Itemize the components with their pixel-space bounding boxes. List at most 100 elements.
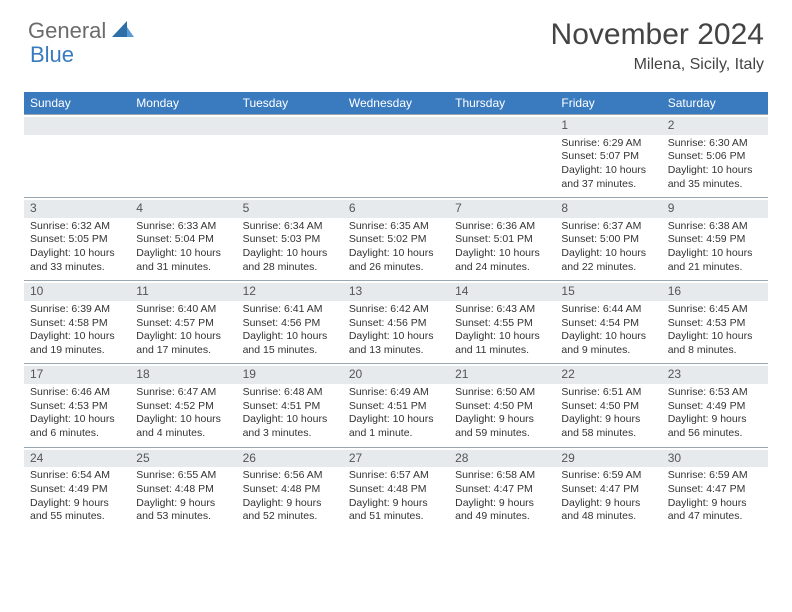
- sunrise-text: Sunrise: 6:58 AM: [455, 469, 549, 483]
- daylight-text: and 21 minutes.: [668, 261, 762, 275]
- day-cell: 1Sunrise: 6:29 AMSunset: 5:07 PMDaylight…: [555, 115, 661, 198]
- daylight-text: Daylight: 10 hours: [668, 247, 762, 261]
- day-cell: 29Sunrise: 6:59 AMSunset: 4:47 PMDayligh…: [555, 447, 661, 530]
- sunrise-text: Sunrise: 6:55 AM: [136, 469, 230, 483]
- sunrise-text: Sunrise: 6:56 AM: [243, 469, 337, 483]
- daylight-text: Daylight: 9 hours: [455, 413, 549, 427]
- sunset-text: Sunset: 4:52 PM: [136, 400, 230, 414]
- calendar-table: SundayMondayTuesdayWednesdayThursdayFrid…: [24, 92, 768, 530]
- day-cell: 27Sunrise: 6:57 AMSunset: 4:48 PMDayligh…: [343, 447, 449, 530]
- daylight-text: Daylight: 9 hours: [668, 413, 762, 427]
- sunset-text: Sunset: 4:48 PM: [136, 483, 230, 497]
- daylight-text: and 53 minutes.: [136, 510, 230, 524]
- sunset-text: Sunset: 4:50 PM: [561, 400, 655, 414]
- day-number: 18: [130, 366, 236, 384]
- daylight-text: Daylight: 10 hours: [668, 164, 762, 178]
- sunset-text: Sunset: 4:50 PM: [455, 400, 549, 414]
- sunrise-text: Sunrise: 6:45 AM: [668, 303, 762, 317]
- day-number: 2: [662, 117, 768, 135]
- sunrise-text: Sunrise: 6:41 AM: [243, 303, 337, 317]
- daylight-text: and 31 minutes.: [136, 261, 230, 275]
- title-block: November 2024 Milena, Sicily, Italy: [551, 18, 764, 74]
- sunrise-text: Sunrise: 6:35 AM: [349, 220, 443, 234]
- daylight-text: Daylight: 10 hours: [136, 413, 230, 427]
- day-cell: 17Sunrise: 6:46 AMSunset: 4:53 PMDayligh…: [24, 364, 130, 447]
- sunset-text: Sunset: 5:07 PM: [561, 150, 655, 164]
- daylight-text: Daylight: 10 hours: [30, 413, 124, 427]
- sunrise-text: Sunrise: 6:30 AM: [668, 137, 762, 151]
- week-row: 17Sunrise: 6:46 AMSunset: 4:53 PMDayligh…: [24, 364, 768, 447]
- sunrise-text: Sunrise: 6:46 AM: [30, 386, 124, 400]
- day-cell: 12Sunrise: 6:41 AMSunset: 4:56 PMDayligh…: [237, 281, 343, 364]
- daylight-text: Daylight: 10 hours: [30, 247, 124, 261]
- sunset-text: Sunset: 5:00 PM: [561, 233, 655, 247]
- day-header-row: SundayMondayTuesdayWednesdayThursdayFrid…: [24, 92, 768, 115]
- sunset-text: Sunset: 5:02 PM: [349, 233, 443, 247]
- daylight-text: and 49 minutes.: [455, 510, 549, 524]
- daylight-text: Daylight: 10 hours: [243, 413, 337, 427]
- day-number: 20: [343, 366, 449, 384]
- daylight-text: and 6 minutes.: [30, 427, 124, 441]
- daylight-text: Daylight: 10 hours: [561, 164, 655, 178]
- day-cell: 20Sunrise: 6:49 AMSunset: 4:51 PMDayligh…: [343, 364, 449, 447]
- day-cell: 25Sunrise: 6:55 AMSunset: 4:48 PMDayligh…: [130, 447, 236, 530]
- daylight-text: and 52 minutes.: [243, 510, 337, 524]
- day-number: 30: [662, 450, 768, 468]
- daylight-text: and 19 minutes.: [30, 344, 124, 358]
- daylight-text: and 22 minutes.: [561, 261, 655, 275]
- day-cell: 8 Sunrise: 6:37 AMSunset: 5:00 PMDaylight…: [555, 198, 661, 281]
- sunset-text: Sunset: 4:51 PM: [243, 400, 337, 414]
- daylight-text: Daylight: 9 hours: [668, 497, 762, 511]
- sunrise-text: Sunrise: 6:37 AM: [561, 220, 655, 234]
- day-number: 7: [449, 200, 555, 218]
- sunset-text: Sunset: 5:05 PM: [30, 233, 124, 247]
- day-cell: 15Sunrise: 6:44 AMSunset: 4:54 PMDayligh…: [555, 281, 661, 364]
- sunrise-text: Sunrise: 6:49 AM: [349, 386, 443, 400]
- day-cell: 2 Sunrise: 6:30 AMSunset: 5:06 PMDaylight…: [662, 115, 768, 198]
- sunrise-text: Sunrise: 6:38 AM: [668, 220, 762, 234]
- daylight-text: Daylight: 9 hours: [243, 497, 337, 511]
- sunrise-text: Sunrise: 6:59 AM: [561, 469, 655, 483]
- daylight-text: and 28 minutes.: [243, 261, 337, 275]
- sunrise-text: Sunrise: 6:32 AM: [30, 220, 124, 234]
- daylight-text: and 26 minutes.: [349, 261, 443, 275]
- day-number: 22: [555, 366, 661, 384]
- day-number: 8: [555, 200, 661, 218]
- sunset-text: Sunset: 4:47 PM: [561, 483, 655, 497]
- sunset-text: Sunset: 4:51 PM: [349, 400, 443, 414]
- sunrise-text: Sunrise: 6:29 AM: [561, 137, 655, 151]
- day-cell: 19 Sunrise: 6:48 AMSunset: 4:51 PMDayligh…: [237, 364, 343, 447]
- sunrise-text: Sunrise: 6:48 AM: [243, 386, 337, 400]
- sunset-text: Sunset: 4:55 PM: [455, 317, 549, 331]
- sunrise-text: Sunrise: 6:43 AM: [455, 303, 549, 317]
- day-number: 19: [237, 366, 343, 384]
- daylight-text: and 9 minutes.: [561, 344, 655, 358]
- daylight-text: Daylight: 10 hours: [136, 330, 230, 344]
- day-cell: 13Sunrise: 6:42 AMSunset: 4:56 PMDayligh…: [343, 281, 449, 364]
- day-number: 24: [24, 450, 130, 468]
- day-cell: 11Sunrise: 6:40 AMSunset: 4:57 PMDayligh…: [130, 281, 236, 364]
- day-number: 9: [662, 200, 768, 218]
- empty-cell: [449, 115, 555, 198]
- day-number: 10: [24, 283, 130, 301]
- day-number: 23: [662, 366, 768, 384]
- week-row: 10Sunrise: 6:39 AMSunset: 4:58 PMDayligh…: [24, 281, 768, 364]
- daylight-text: and 17 minutes.: [136, 344, 230, 358]
- daylight-text: and 15 minutes.: [243, 344, 337, 358]
- daylight-text: Daylight: 10 hours: [243, 247, 337, 261]
- sunset-text: Sunset: 4:47 PM: [668, 483, 762, 497]
- sunset-text: Sunset: 5:06 PM: [668, 150, 762, 164]
- daylight-text: and 56 minutes.: [668, 427, 762, 441]
- sunset-text: Sunset: 5:04 PM: [136, 233, 230, 247]
- daylight-text: Daylight: 10 hours: [455, 330, 549, 344]
- day-number: 5: [237, 200, 343, 218]
- daylight-text: Daylight: 10 hours: [561, 247, 655, 261]
- sunrise-text: Sunrise: 6:33 AM: [136, 220, 230, 234]
- day-cell: 9Sunrise: 6:38 AMSunset: 4:59 PMDaylight…: [662, 198, 768, 281]
- day-header: Friday: [555, 92, 661, 115]
- sunset-text: Sunset: 4:49 PM: [30, 483, 124, 497]
- daylight-text: Daylight: 10 hours: [561, 330, 655, 344]
- empty-cell: [130, 115, 236, 198]
- sunrise-text: Sunrise: 6:53 AM: [668, 386, 762, 400]
- empty-cell: [343, 115, 449, 198]
